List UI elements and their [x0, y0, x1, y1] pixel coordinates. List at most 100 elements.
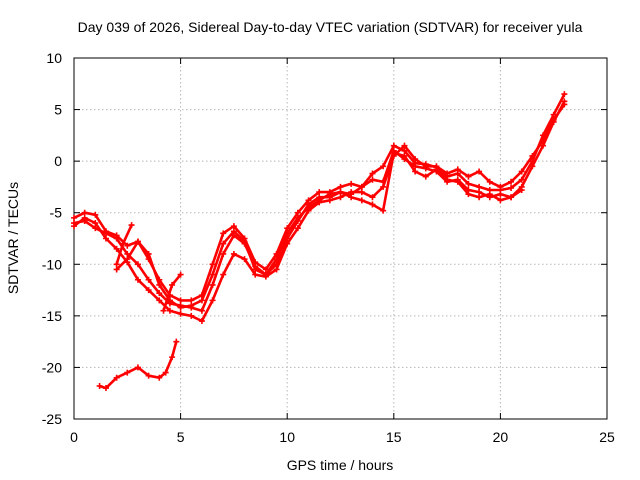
data-point — [486, 178, 493, 185]
x-axis-label: GPS time / hours — [287, 457, 394, 473]
data-point — [71, 214, 77, 221]
data-point — [134, 276, 141, 283]
data-point — [294, 209, 301, 216]
x-tick-label: 20 — [493, 429, 509, 445]
x-tick-labels: 0 5 10 15 20 25 — [70, 429, 615, 445]
data-point — [188, 302, 195, 309]
data-point — [173, 338, 180, 345]
y-tick-label: 5 — [54, 102, 62, 118]
chart-grid — [74, 58, 607, 419]
y-tick-label: -10 — [42, 256, 62, 272]
data-point — [412, 163, 419, 170]
data-point — [198, 318, 205, 325]
data-point — [561, 101, 568, 108]
data-point — [380, 163, 387, 170]
x-tick-label: 10 — [279, 429, 295, 445]
data-point — [188, 297, 195, 304]
data-point — [444, 176, 451, 183]
data-point — [369, 201, 376, 208]
y-tick-label: 10 — [46, 50, 62, 66]
data-point — [124, 369, 131, 376]
data-point — [209, 271, 216, 278]
data-point — [156, 374, 163, 381]
data-point — [433, 166, 440, 173]
data-point — [497, 197, 504, 204]
plot-frame — [73, 57, 608, 420]
data-point — [220, 240, 227, 247]
data-point — [337, 183, 344, 190]
data-point — [390, 149, 397, 156]
data-point — [412, 156, 419, 163]
data-point — [358, 197, 365, 204]
data-point — [177, 304, 184, 311]
data-point — [156, 281, 163, 288]
data-point — [209, 297, 216, 304]
data-point — [169, 281, 176, 288]
data-point — [412, 168, 419, 175]
data-point — [169, 354, 176, 361]
data-point — [508, 194, 515, 201]
data-point — [294, 225, 301, 232]
data-point — [252, 266, 259, 273]
data-point — [326, 191, 333, 198]
series-pass-6 — [113, 222, 135, 268]
data-point — [326, 197, 333, 204]
series-pass-5 — [96, 338, 180, 392]
series-pass-4 — [113, 149, 525, 311]
data-point — [508, 178, 515, 185]
data-point — [162, 369, 169, 376]
data-point — [444, 170, 451, 177]
data-point — [540, 142, 547, 149]
y-tick-label: -25 — [42, 411, 62, 427]
data-point — [92, 220, 99, 227]
data-point — [241, 238, 248, 245]
data-point — [220, 271, 227, 278]
data-point — [401, 152, 408, 159]
data-point — [156, 297, 163, 304]
data-point — [230, 250, 237, 257]
data-point — [380, 207, 387, 214]
data-point — [369, 176, 376, 183]
data-point — [465, 180, 472, 187]
data-point — [348, 194, 355, 201]
data-point — [529, 152, 536, 159]
data-point — [128, 222, 135, 229]
x-tick-label: 15 — [386, 429, 402, 445]
data-point — [369, 170, 376, 177]
data-point — [476, 189, 483, 196]
data-point — [145, 276, 152, 283]
data-point — [102, 235, 109, 242]
data-point — [422, 173, 429, 180]
data-point — [177, 297, 184, 304]
data-point — [401, 147, 408, 154]
data-point — [156, 290, 163, 297]
data-point — [177, 271, 184, 278]
series-pass-7 — [160, 271, 184, 314]
data-point — [369, 194, 376, 201]
data-point — [81, 214, 88, 221]
data-point — [529, 163, 536, 170]
y-tick-label: -15 — [42, 308, 62, 324]
data-point — [337, 189, 344, 196]
data-point — [465, 191, 472, 198]
data-point — [422, 163, 429, 170]
data-point — [294, 214, 301, 221]
data-point — [230, 228, 237, 235]
data-point — [348, 189, 355, 196]
chart-title: Day 039 of 2026, Sidereal Day-to-day VTE… — [78, 19, 583, 35]
data-point — [465, 173, 472, 180]
data-point — [454, 178, 461, 185]
data-point — [316, 189, 323, 196]
data-point — [337, 194, 344, 201]
data-point — [102, 385, 109, 392]
data-point — [476, 183, 483, 190]
data-point — [486, 191, 493, 198]
data-series — [71, 91, 568, 392]
data-point — [476, 168, 483, 175]
data-point — [390, 142, 397, 149]
data-point — [284, 240, 291, 247]
data-point — [113, 235, 120, 242]
data-point — [497, 183, 504, 190]
data-point — [145, 250, 152, 257]
